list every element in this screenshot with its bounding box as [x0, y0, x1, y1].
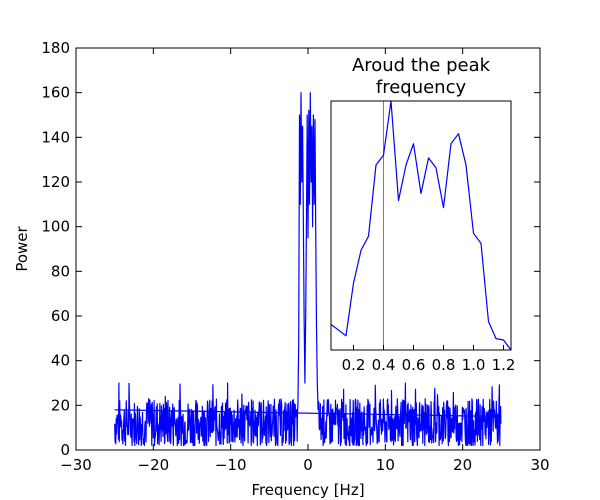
inset-x-tick-label: 0.4 [372, 356, 396, 374]
inset-x-tick-label: 1.0 [462, 356, 486, 374]
inset-x-tick-label: 0.8 [432, 356, 456, 374]
x-tick-label: 10 [376, 456, 395, 474]
x-tick-label: 20 [453, 456, 472, 474]
y-tick-label: 40 [51, 352, 70, 370]
x-tick-label: 30 [530, 456, 549, 474]
main-y-axis: 0 20 40 60 80 100 120 140 160 180 [41, 39, 540, 459]
y-tick-label: 120 [41, 173, 70, 191]
y-tick-label: 60 [51, 307, 70, 325]
main-plot: −30 −20 −10 0 10 20 30 0 20 40 60 80 100 120 140 160 18… [13, 39, 550, 499]
y-tick-label: 100 [41, 218, 70, 236]
inset-x-tick-label: 1.2 [492, 356, 516, 374]
inset-plot-frame [330, 100, 512, 351]
inset-series [330, 100, 512, 351]
x-tick-label: −20 [138, 456, 170, 474]
x-tick-label: −10 [215, 456, 247, 474]
y-tick-label: 20 [51, 396, 70, 414]
inset-plot: 0.2 0.4 0.6 0.8 1.0 1.2 Aroud the peak freque… [330, 55, 516, 374]
y-tick-label: 180 [41, 39, 70, 57]
y-tick-label: 80 [51, 262, 70, 280]
main-series [114, 92, 502, 447]
main-x-axis: −30 −20 −10 0 10 20 30 [60, 48, 550, 474]
x-tick-label: 0 [303, 456, 313, 474]
y-tick-label: 140 [41, 128, 70, 146]
inset-x-tick-label: 0.2 [342, 356, 366, 374]
inset-title-line-2: frequency [376, 77, 467, 98]
y-axis-label: Power [13, 225, 31, 271]
x-axis-label: Frequency [Hz] [251, 481, 364, 499]
x-tick-label: −30 [60, 456, 92, 474]
baseline-line [114, 409, 502, 418]
inset-x-axis: 0.2 0.4 0.6 0.8 1.0 1.2 [342, 345, 516, 374]
power-spectrum-line [114, 92, 502, 447]
inset-spectrum-line [330, 100, 512, 351]
y-tick-label: 160 [41, 84, 70, 102]
inset-title-line-1: Aroud the peak [352, 55, 491, 76]
y-tick-label: 0 [60, 441, 70, 459]
inset-x-tick-label: 0.6 [402, 356, 426, 374]
inset-background [331, 101, 511, 350]
